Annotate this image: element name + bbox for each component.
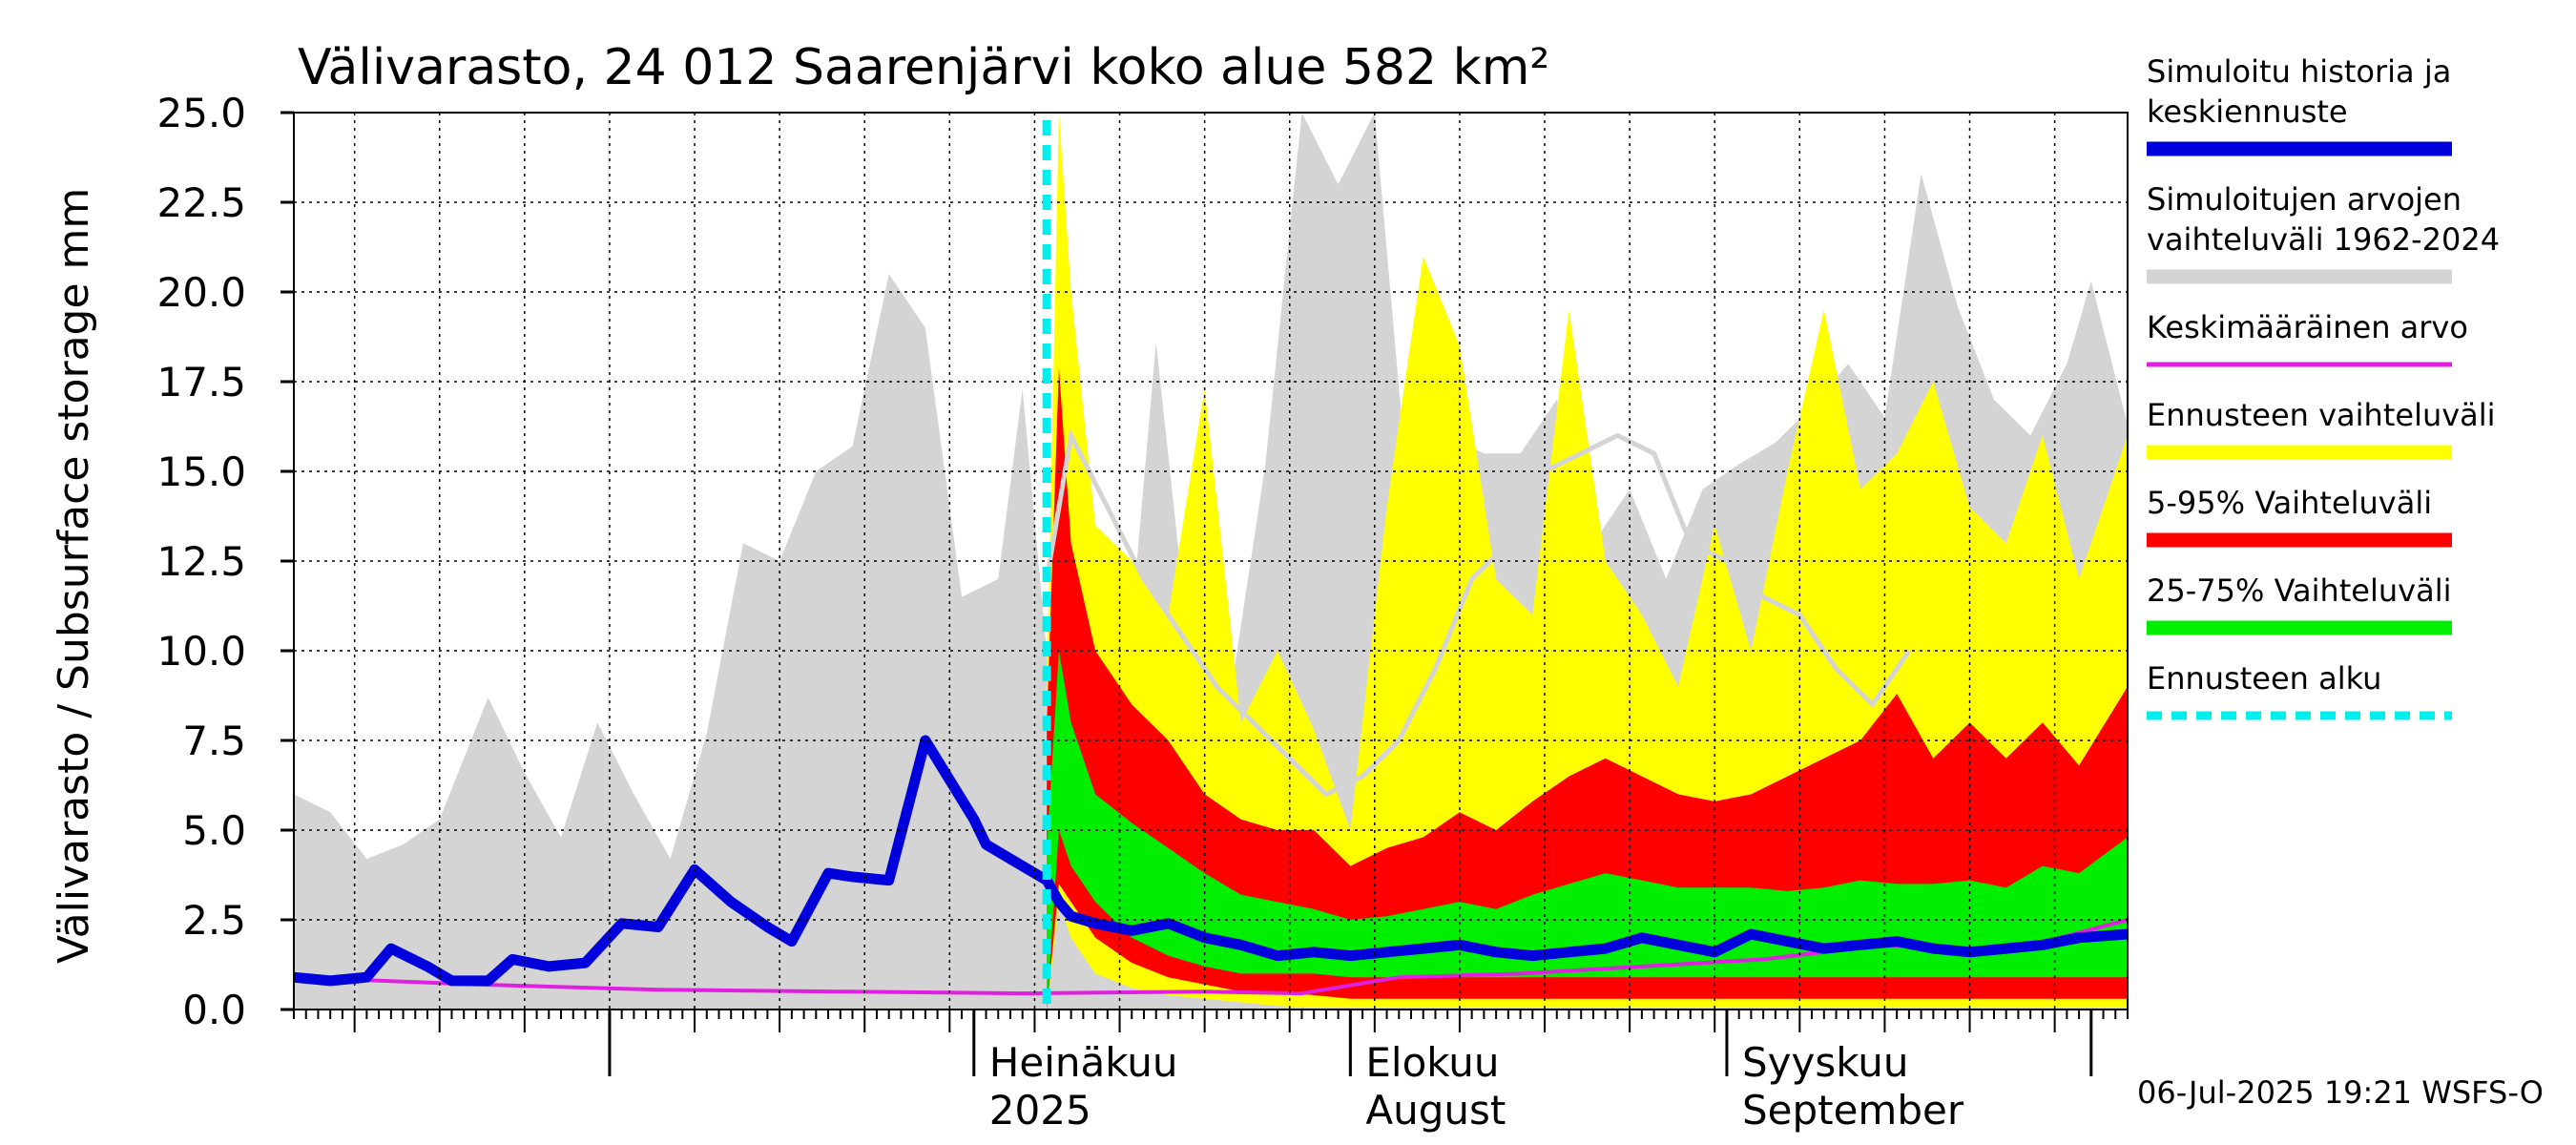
chart-title: Välivarasto, 24 012 Saarenjärvi koko alu… — [298, 39, 1549, 96]
x-axis — [293, 1010, 2129, 1076]
y-tick-label: 25.0 — [156, 90, 246, 136]
legend-item: Keskimääräinen arvo — [2147, 309, 2468, 367]
y-axis-label: Välivarasto / Subsurface storage mm — [50, 188, 98, 964]
y-tick-label: 0.0 — [182, 987, 246, 1033]
legend: Simuloitu historia jakeskiennusteSimuloi… — [2147, 53, 2500, 720]
y-tick-label: 17.5 — [156, 359, 246, 406]
legend-label: keskiennuste — [2147, 94, 2348, 130]
month-label-line1: Elokuu — [1365, 1039, 1499, 1086]
legend-item: Ennusteen vaihteluväli — [2147, 397, 2496, 460]
legend-label: Ennusteen vaihteluväli — [2147, 397, 2496, 433]
y-tick-label: 2.5 — [182, 897, 246, 944]
legend-label: 25-75% Vaihteluväli — [2147, 572, 2451, 609]
month-label-line2: August — [1365, 1087, 1506, 1134]
legend-label: vaihteluväli 1962-2024 — [2147, 221, 2500, 258]
historical-mean-forecast-line — [1044, 427, 1911, 798]
y-tick-label: 15.0 — [156, 448, 246, 495]
y-tick-label: 20.0 — [156, 269, 246, 316]
simulated-median-line — [294, 735, 2128, 987]
y-tick-label: 5.0 — [182, 807, 246, 854]
legend-item: Simuloitu historia ja keskiennuste — [2147, 53, 2452, 156]
legend-item: 5-95% Vaihteluväli — [2147, 485, 2452, 548]
y-tick-label: 7.5 — [182, 718, 246, 764]
month-label-line2: September — [1742, 1087, 1964, 1134]
month-label-line1: Syyskuu — [1742, 1039, 1909, 1086]
month-label-line1: Heinäkuu — [989, 1039, 1178, 1086]
legend-item: 25-75% Vaihteluväli — [2147, 572, 2452, 635]
range-5-95-area — [1047, 367, 2128, 1010]
y-tick-label: 12.5 — [156, 538, 246, 585]
legend-label: Simuloitujen arvojen — [2147, 181, 2462, 218]
legend-item: Ennusteen alku — [2147, 660, 2452, 720]
month-label-line2: 2025 — [989, 1087, 1091, 1134]
legend-label: Ennusteen alku — [2147, 660, 2381, 697]
y-axis: 0.0 2.5 5.0 7.5 10.0 12.5 15.0 17.5 20.0 22.5 25.0 — [156, 90, 294, 1033]
footer-timestamp: 06-Jul-2025 19:21 WSFS-O — [2137, 1074, 2544, 1111]
legend-label: 5-95% Vaihteluväli — [2147, 485, 2432, 521]
legend-label: Keskimääräinen arvo — [2147, 309, 2468, 345]
y-tick-label: 10.0 — [156, 628, 246, 675]
y-tick-label: 22.5 — [156, 179, 246, 226]
legend-label: Simuloitu historia ja — [2147, 53, 2451, 90]
